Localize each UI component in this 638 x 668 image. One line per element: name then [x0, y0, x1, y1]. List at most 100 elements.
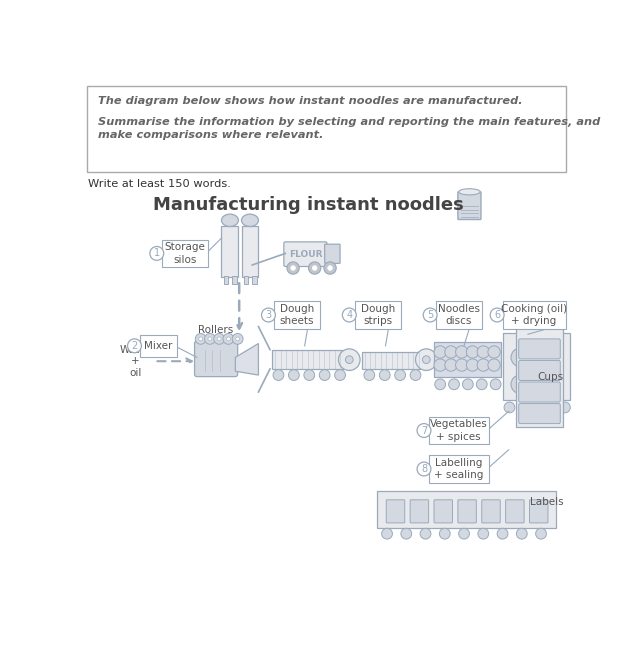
Circle shape [195, 333, 206, 344]
Circle shape [511, 348, 530, 367]
Circle shape [545, 402, 556, 413]
Circle shape [208, 337, 212, 341]
Circle shape [518, 402, 529, 413]
Circle shape [449, 379, 459, 389]
Text: Dough
sheets: Dough sheets [279, 304, 314, 326]
Circle shape [537, 375, 555, 393]
Circle shape [459, 528, 470, 539]
Text: Mixer: Mixer [144, 341, 172, 351]
Text: Labels: Labels [530, 497, 563, 507]
Circle shape [262, 308, 276, 322]
FancyBboxPatch shape [434, 500, 452, 523]
Circle shape [309, 262, 321, 274]
FancyBboxPatch shape [458, 500, 477, 523]
Circle shape [232, 333, 243, 344]
Circle shape [226, 337, 230, 341]
Circle shape [420, 528, 431, 539]
FancyBboxPatch shape [482, 500, 500, 523]
FancyBboxPatch shape [434, 342, 501, 377]
Circle shape [339, 349, 360, 371]
Circle shape [218, 337, 221, 341]
Text: Dough
strips: Dough strips [360, 304, 395, 326]
FancyBboxPatch shape [503, 301, 566, 329]
FancyBboxPatch shape [252, 276, 257, 284]
Circle shape [343, 308, 356, 322]
Circle shape [456, 346, 468, 358]
FancyBboxPatch shape [224, 276, 228, 284]
FancyBboxPatch shape [140, 335, 177, 357]
Circle shape [395, 369, 406, 381]
FancyBboxPatch shape [87, 86, 566, 172]
Text: FLOUR: FLOUR [288, 250, 322, 259]
FancyBboxPatch shape [272, 349, 343, 369]
FancyBboxPatch shape [429, 417, 489, 444]
Circle shape [313, 266, 317, 271]
Circle shape [536, 528, 546, 539]
Circle shape [477, 359, 489, 371]
FancyBboxPatch shape [530, 500, 548, 523]
FancyBboxPatch shape [221, 226, 239, 277]
Circle shape [466, 359, 478, 371]
Text: Manufacturing instant noodles: Manufacturing instant noodles [153, 196, 464, 214]
Circle shape [537, 348, 555, 367]
Circle shape [415, 349, 437, 371]
FancyBboxPatch shape [386, 500, 404, 523]
Circle shape [488, 359, 500, 371]
FancyBboxPatch shape [162, 240, 209, 267]
Text: 4: 4 [346, 310, 352, 320]
Circle shape [328, 266, 332, 271]
Circle shape [477, 379, 487, 389]
Circle shape [324, 262, 336, 274]
Text: 7: 7 [421, 426, 427, 436]
Text: Rollers: Rollers [198, 325, 234, 335]
Circle shape [364, 369, 375, 381]
FancyBboxPatch shape [410, 500, 429, 523]
Circle shape [214, 333, 225, 344]
Text: Cooking (oil)
+ drying: Cooking (oil) + drying [501, 304, 567, 326]
FancyBboxPatch shape [516, 326, 563, 428]
FancyBboxPatch shape [355, 301, 401, 329]
Circle shape [478, 528, 489, 539]
FancyBboxPatch shape [377, 492, 556, 528]
Circle shape [488, 346, 500, 358]
FancyBboxPatch shape [505, 500, 524, 523]
Text: 8: 8 [421, 464, 427, 474]
Circle shape [434, 379, 445, 389]
Circle shape [410, 369, 421, 381]
FancyBboxPatch shape [274, 301, 320, 329]
Circle shape [128, 339, 142, 353]
Circle shape [401, 528, 412, 539]
Circle shape [205, 333, 215, 344]
Text: Storage
silos: Storage silos [165, 242, 205, 265]
Circle shape [335, 369, 345, 381]
Text: 6: 6 [494, 310, 500, 320]
Circle shape [463, 379, 473, 389]
Circle shape [434, 359, 447, 371]
FancyBboxPatch shape [284, 242, 327, 267]
Ellipse shape [459, 189, 480, 195]
Circle shape [382, 528, 392, 539]
Circle shape [150, 246, 164, 261]
Circle shape [445, 359, 457, 371]
FancyBboxPatch shape [325, 244, 340, 263]
FancyBboxPatch shape [519, 382, 560, 402]
Circle shape [423, 308, 437, 322]
Circle shape [445, 346, 457, 358]
FancyBboxPatch shape [519, 361, 560, 381]
Circle shape [380, 369, 390, 381]
Text: Vegetables
+ spices: Vegetables + spices [430, 420, 487, 442]
Ellipse shape [242, 214, 258, 226]
Circle shape [235, 337, 240, 341]
Circle shape [497, 528, 508, 539]
Circle shape [466, 346, 478, 358]
Circle shape [223, 333, 234, 344]
Circle shape [490, 308, 504, 322]
Text: The diagram below shows how instant noodles are manufactured.: The diagram below shows how instant nood… [98, 96, 523, 106]
Circle shape [511, 375, 530, 393]
FancyBboxPatch shape [242, 226, 258, 277]
Circle shape [560, 402, 570, 413]
Text: Summarise the information by selecting and reporting the main features, and: Summarise the information by selecting a… [98, 117, 600, 127]
Text: Water
+
oil: Water + oil [120, 345, 151, 378]
FancyBboxPatch shape [458, 192, 481, 220]
Text: 3: 3 [265, 310, 272, 320]
